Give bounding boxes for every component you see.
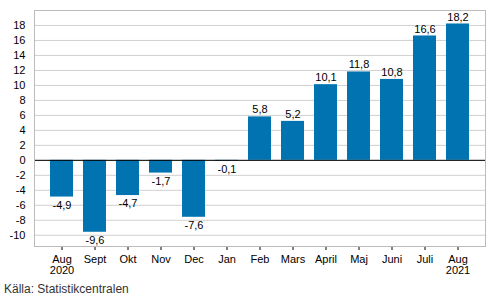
svg-text:-4,7: -4,7	[119, 197, 138, 209]
svg-text:Maj: Maj	[350, 253, 368, 265]
svg-text:0: 0	[19, 154, 25, 166]
svg-text:10,1: 10,1	[315, 71, 336, 83]
svg-text:2: 2	[19, 139, 25, 151]
svg-text:Nov: Nov	[151, 253, 171, 265]
html-text:Källa: Statistikcentralen: Källa: Statistikcentralen	[4, 282, 129, 296]
svg-text:4: 4	[19, 124, 25, 136]
svg-text:Feb: Feb	[251, 253, 270, 265]
svg-text:14: 14	[13, 49, 25, 61]
svg-text:8: 8	[19, 94, 25, 106]
svg-text:April: April	[315, 253, 337, 265]
svg-text:Okt: Okt	[119, 253, 136, 265]
svg-text:Jan: Jan	[218, 253, 236, 265]
svg-text:-2: -2	[16, 169, 26, 181]
svg-text:Dec: Dec	[184, 253, 204, 265]
svg-text:12: 12	[13, 64, 25, 76]
svg-text:10: 10	[13, 79, 25, 91]
svg-text:10,8: 10,8	[381, 66, 402, 78]
svg-text:Juli: Juli	[417, 253, 434, 265]
svg-text:16: 16	[13, 34, 25, 46]
svg-text:-6: -6	[16, 199, 26, 211]
svg-text:Juni: Juni	[382, 253, 402, 265]
svg-text:-10: -10	[10, 229, 26, 241]
svg-text:-0,1: -0,1	[218, 163, 237, 175]
svg-text:5,2: 5,2	[285, 108, 300, 120]
svg-text:6: 6	[19, 109, 25, 121]
svg-text:-1,7: -1,7	[152, 175, 171, 187]
svg-text:18,2: 18,2	[447, 11, 468, 23]
svg-text:-7,6: -7,6	[185, 219, 204, 231]
svg-text:-9,6: -9,6	[86, 234, 105, 246]
svg-text:-4: -4	[16, 184, 26, 196]
svg-text:Sept: Sept	[84, 253, 107, 265]
svg-text:Mars: Mars	[281, 253, 306, 265]
svg-text:11,8: 11,8	[349, 58, 370, 70]
svg-text:16,6: 16,6	[414, 22, 435, 34]
svg-text:Aug2021: Aug2021	[446, 253, 470, 276]
svg-text:18: 18	[13, 19, 25, 31]
svg-text:Aug2020: Aug2020	[50, 253, 74, 276]
svg-text:-8: -8	[16, 214, 26, 226]
svg-text:5,8: 5,8	[252, 103, 267, 115]
svg-text:-4,9: -4,9	[53, 199, 72, 211]
